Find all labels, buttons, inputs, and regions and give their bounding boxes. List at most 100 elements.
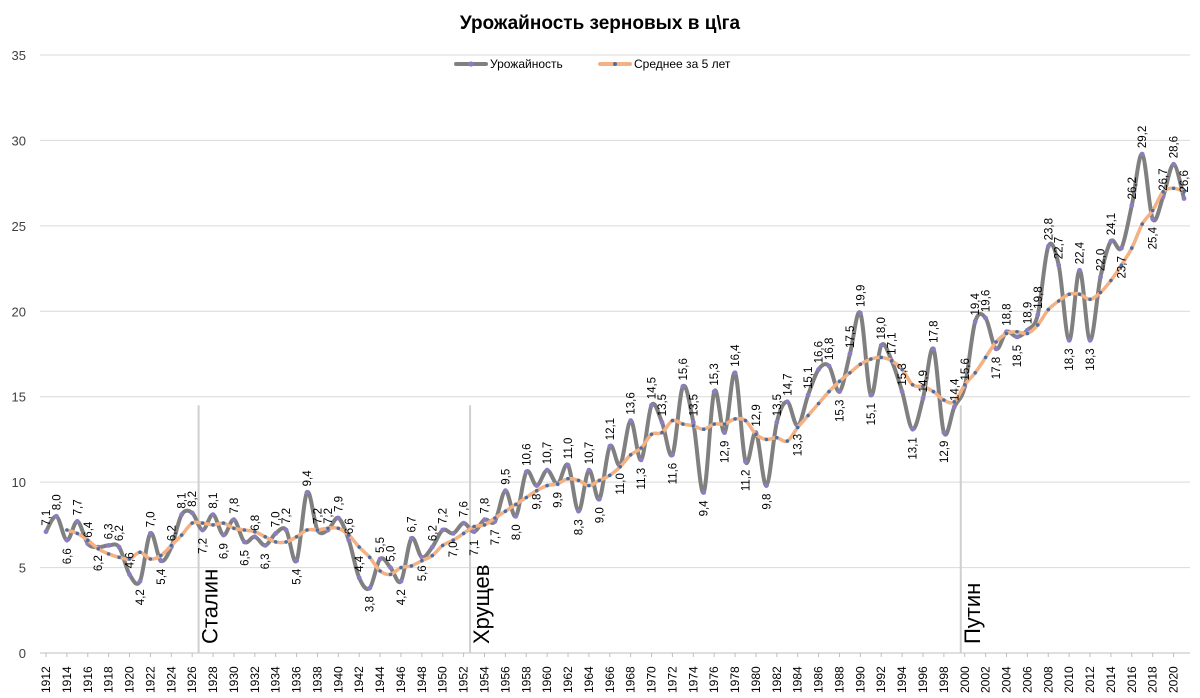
x-tick-label: 1928 (206, 666, 220, 693)
point-average (148, 557, 153, 561)
data-label: 5,4 (156, 568, 168, 585)
point-yield (1181, 196, 1187, 201)
point-average (555, 482, 560, 486)
y-tick-label: 25 (12, 219, 26, 234)
point-average (597, 478, 602, 483)
data-label: 15,6 (960, 358, 972, 380)
data-label: 5,6 (417, 565, 429, 581)
data-label: 9,4 (699, 500, 711, 517)
point-yield (294, 558, 299, 564)
x-tick-label: 1998 (937, 666, 951, 693)
point-average (712, 422, 716, 426)
point-average (200, 521, 205, 525)
data-label: 9,8 (532, 494, 544, 510)
x-tick-label: 1930 (227, 666, 241, 693)
chart-title: Урожайность зерновых в ц\га (460, 13, 741, 34)
point-average (733, 417, 737, 421)
data-label: 9,9 (553, 492, 565, 508)
y-tick-label: 15 (12, 390, 26, 405)
point-average (639, 446, 643, 450)
data-label: 11,2 (741, 470, 753, 492)
point-average (242, 528, 247, 532)
data-label: 18,9 (1022, 302, 1034, 324)
point-yield (732, 370, 738, 376)
point-yield (450, 531, 456, 536)
point-yield (931, 346, 936, 352)
data-label: 11,3 (636, 468, 648, 490)
data-label: 7,6 (459, 501, 471, 517)
x-tick-label: 1990 (853, 666, 867, 693)
x-axis-ticks: 1912 1914 1916 1918 1920 1922 1924 1926 1928 1930… (39, 653, 1181, 693)
data-labels: 7,18,06,67,76,46,26,36,24,64,27,05,46,28… (41, 126, 1191, 612)
x-tick-label: 1988 (832, 666, 846, 693)
data-label: 9,0 (594, 507, 606, 523)
point-average (660, 430, 664, 435)
point-average (253, 529, 257, 534)
point-average (566, 476, 570, 481)
point-average (848, 371, 852, 375)
data-label: 6,8 (250, 515, 262, 531)
data-label: 19,9 (855, 285, 867, 307)
point-average (545, 483, 549, 488)
point-average (221, 521, 226, 525)
point-yield (1056, 262, 1062, 268)
point-yield (179, 512, 185, 517)
point-average (1004, 331, 1009, 336)
point-average (534, 488, 539, 493)
point-average (649, 432, 654, 437)
point-average (190, 521, 194, 525)
data-label: 7,0 (271, 511, 283, 527)
data-label: 9,5 (500, 469, 512, 485)
data-label: 17,8 (991, 357, 1003, 379)
point-yield (544, 467, 550, 473)
point-average (1036, 323, 1040, 327)
data-label: 11,0 (563, 438, 575, 460)
point-average (399, 565, 403, 570)
point-average (1088, 297, 1092, 302)
point-yield (461, 520, 466, 526)
point-average (816, 401, 821, 406)
point-average (127, 557, 132, 561)
data-label: 7,2 (281, 508, 293, 524)
data-label: 15,3 (835, 400, 847, 422)
point-yield (252, 534, 258, 540)
data-label: 28,6 (1169, 136, 1181, 158)
x-tick-label: 1996 (916, 666, 930, 693)
point-yield (690, 419, 696, 425)
era-label: Путин (960, 583, 985, 644)
data-label: 16,6 (814, 341, 826, 363)
x-tick-label: 2006 (1020, 666, 1034, 693)
legend[interactable]: Урожайность Среднее за 5 лет (454, 57, 731, 71)
point-average (1119, 263, 1124, 268)
point-yield (346, 537, 352, 543)
x-tick-label: 1956 (498, 666, 512, 693)
data-label: 6,3 (260, 553, 272, 569)
point-yield (106, 543, 111, 548)
point-yield (127, 572, 132, 577)
legend-marker-average (613, 62, 617, 66)
point-yield (137, 578, 143, 584)
point-average (493, 516, 497, 520)
data-label: 18,3 (1064, 348, 1076, 370)
point-yield (1098, 274, 1103, 280)
point-yield (649, 402, 654, 408)
point-average (827, 389, 831, 394)
point-yield (189, 510, 195, 516)
data-label: 14,4 (949, 378, 961, 401)
x-tick-label: 1982 (770, 666, 784, 693)
data-label: 6,2 (427, 525, 439, 541)
point-yield (74, 519, 80, 524)
point-average (785, 439, 790, 443)
point-yield (242, 539, 247, 545)
point-yield (857, 310, 863, 316)
data-label: 8,2 (187, 491, 199, 507)
data-label: 4,2 (135, 589, 147, 605)
data-label: 7,7 (490, 529, 502, 545)
point-yield (816, 367, 821, 372)
point-average (681, 422, 685, 426)
y-tick-label: 35 (12, 48, 26, 63)
point-average (367, 555, 372, 560)
point-average (1171, 186, 1176, 191)
x-tick-label: 2004 (1000, 666, 1014, 693)
